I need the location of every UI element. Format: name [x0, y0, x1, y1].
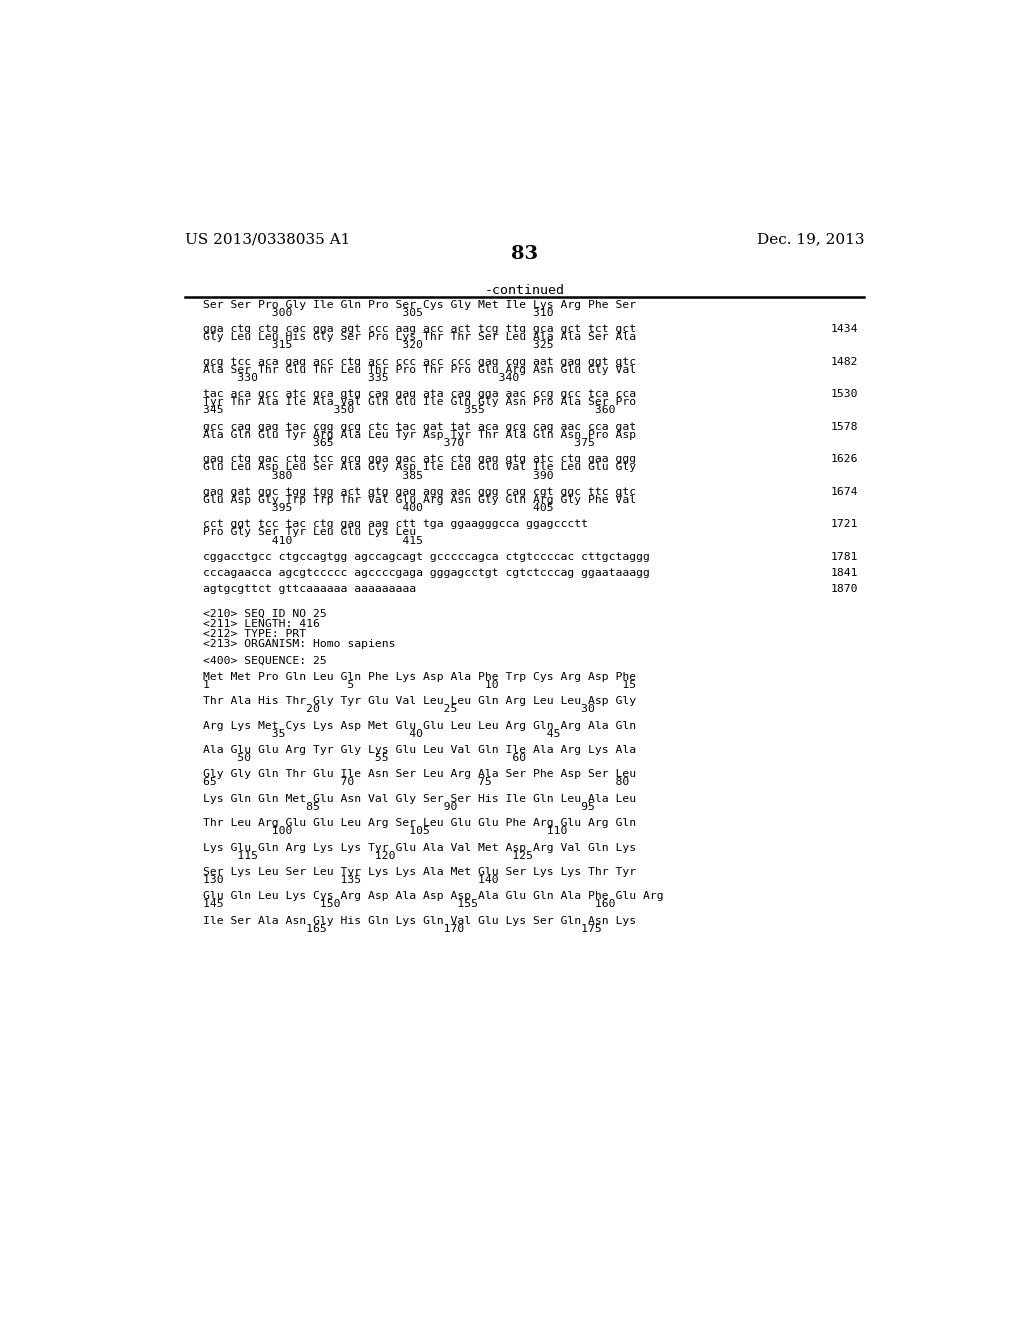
Text: 365                370                375: 365 370 375: [204, 438, 595, 447]
Text: 1434: 1434: [830, 325, 858, 334]
Text: Glu Leu Asp Leu Ser Ala Gly Asp Ile Leu Glu Val Ile Leu Glu Gly: Glu Leu Asp Leu Ser Ala Gly Asp Ile Leu …: [204, 462, 637, 473]
Text: <213> ORGANISM: Homo sapiens: <213> ORGANISM: Homo sapiens: [204, 639, 396, 649]
Text: 115                 120                 125: 115 120 125: [204, 850, 534, 861]
Text: Lys Gln Gln Met Glu Asn Val Gly Ser Ser His Ile Gln Leu Ala Leu: Lys Gln Gln Met Glu Asn Val Gly Ser Ser …: [204, 793, 637, 804]
Text: 20                  25                  30: 20 25 30: [204, 705, 595, 714]
Text: 1                    5                   10                  15: 1 5 10 15: [204, 680, 637, 690]
Text: cggacctgcc ctgccagtgg agccagcagt gcccccagca ctgtccccac cttgctaggg: cggacctgcc ctgccagtgg agccagcagt gccccca…: [204, 552, 650, 562]
Text: 1841: 1841: [830, 568, 858, 578]
Text: Dec. 19, 2013: Dec. 19, 2013: [757, 232, 864, 247]
Text: 1721: 1721: [830, 519, 858, 529]
Text: -continued: -continued: [484, 284, 565, 297]
Text: Ala Gln Glu Tyr Arg Ala Leu Tyr Asp Tyr Thr Ala Gln Asn Pro Asp: Ala Gln Glu Tyr Arg Ala Leu Tyr Asp Tyr …: [204, 430, 637, 440]
Text: 130                 135                 140: 130 135 140: [204, 875, 499, 884]
Text: gcg tcc aca gag acc ctg acc ccc acc ccc gag cgg aat gag ggt gtc: gcg tcc aca gag acc ctg acc ccc acc ccc …: [204, 356, 637, 367]
Text: Ser Ser Pro Gly Ile Gln Pro Ser Cys Gly Met Ile Lys Arg Phe Ser: Ser Ser Pro Gly Ile Gln Pro Ser Cys Gly …: [204, 300, 637, 310]
Text: gga ctg ctg cac gga agt ccc aag acc act tcg ttg gca gct tct gct: gga ctg ctg cac gga agt ccc aag acc act …: [204, 325, 637, 334]
Text: 380                385                390: 380 385 390: [204, 470, 554, 480]
Text: gcc cag gag tac cgg gcg ctc tac gat tat aca gcg cag aac cca gat: gcc cag gag tac cgg gcg ctc tac gat tat …: [204, 421, 637, 432]
Text: 1578: 1578: [830, 421, 858, 432]
Text: Ala Ser Thr Glu Thr Leu Thr Pro Thr Pro Glu Arg Asn Glu Gly Val: Ala Ser Thr Glu Thr Leu Thr Pro Thr Pro …: [204, 364, 637, 375]
Text: 395                400                405: 395 400 405: [204, 503, 554, 513]
Text: Ser Lys Leu Ser Leu Tyr Lys Lys Ala Met Glu Ser Lys Lys Thr Tyr: Ser Lys Leu Ser Leu Tyr Lys Lys Ala Met …: [204, 867, 637, 876]
Text: Met Met Pro Gln Leu Gln Phe Lys Asp Ala Phe Trp Cys Arg Asp Phe: Met Met Pro Gln Leu Gln Phe Lys Asp Ala …: [204, 672, 637, 681]
Text: Gly Leu Leu His Gly Ser Pro Lys Thr Thr Ser Leu Ala Ala Ser Ala: Gly Leu Leu His Gly Ser Pro Lys Thr Thr …: [204, 333, 637, 342]
Text: 1482: 1482: [830, 356, 858, 367]
Text: Tyr Thr Ala Ile Ala Val Gln Glu Ile Gln Gly Asn Pro Ala Ser Pro: Tyr Thr Ala Ile Ala Val Gln Glu Ile Gln …: [204, 397, 637, 408]
Text: Pro Gly Ser Tyr Leu Glu Lys Leu: Pro Gly Ser Tyr Leu Glu Lys Leu: [204, 528, 417, 537]
Text: US 2013/0338035 A1: US 2013/0338035 A1: [185, 232, 350, 247]
Text: 35                  40                  45: 35 40 45: [204, 729, 561, 739]
Text: Ala Glu Glu Arg Tyr Gly Lys Glu Leu Val Gln Ile Ala Arg Lys Ala: Ala Glu Glu Arg Tyr Gly Lys Glu Leu Val …: [204, 744, 637, 755]
Text: Thr Leu Arg Glu Glu Leu Arg Ser Leu Glu Glu Phe Arg Glu Arg Gln: Thr Leu Arg Glu Glu Leu Arg Ser Leu Glu …: [204, 818, 637, 828]
Text: 330                335                340: 330 335 340: [204, 374, 519, 383]
Text: tac aca gcc atc gca gtg cag gag ata cag gga aac ccg gcc tca cca: tac aca gcc atc gca gtg cag gag ata cag …: [204, 389, 637, 399]
Text: <210> SEQ ID NO 25: <210> SEQ ID NO 25: [204, 609, 327, 619]
Text: 1530: 1530: [830, 389, 858, 399]
Text: Glu Gln Leu Lys Cys Arg Asp Ala Asp Asp Ala Glu Gln Ala Phe Glu Arg: Glu Gln Leu Lys Cys Arg Asp Ala Asp Asp …: [204, 891, 664, 902]
Text: 100                 105                 110: 100 105 110: [204, 826, 567, 837]
Text: 300                305                310: 300 305 310: [204, 308, 554, 318]
Text: 165                 170                 175: 165 170 175: [204, 924, 602, 933]
Text: cccagaacca agcgtccccc agccccgaga gggagcctgt cgtctcccag ggaataaagg: cccagaacca agcgtccccc agccccgaga gggagcc…: [204, 568, 650, 578]
Text: 1781: 1781: [830, 552, 858, 562]
Text: 410                415: 410 415: [204, 536, 423, 545]
Text: Arg Lys Met Cys Lys Asp Met Glu Glu Leu Leu Arg Gln Arg Ala Gln: Arg Lys Met Cys Lys Asp Met Glu Glu Leu …: [204, 721, 637, 730]
Text: 345                350                355                360: 345 350 355 360: [204, 405, 615, 416]
Text: Glu Asp Gly Trp Trp Thr Val Glu Arg Asn Gly Gln Arg Gly Phe Val: Glu Asp Gly Trp Trp Thr Val Glu Arg Asn …: [204, 495, 637, 506]
Text: <212> TYPE: PRT: <212> TYPE: PRT: [204, 630, 306, 639]
Text: Lys Glu Gln Arg Lys Lys Tyr Glu Ala Val Met Asp Arg Val Gln Lys: Lys Glu Gln Arg Lys Lys Tyr Glu Ala Val …: [204, 842, 637, 853]
Text: 83: 83: [511, 246, 539, 263]
Text: gag ctg gac ctg tcc gcg gga gac atc ctg gag gtg atc ctg gaa ggg: gag ctg gac ctg tcc gcg gga gac atc ctg …: [204, 454, 637, 465]
Text: 50                  55                  60: 50 55 60: [204, 754, 526, 763]
Text: gag gat ggc tgg tgg act gtg gag agg aac ggg cag cgt ggc ttc gtc: gag gat ggc tgg tgg act gtg gag agg aac …: [204, 487, 637, 496]
Text: 1870: 1870: [830, 585, 858, 594]
Text: Ile Ser Ala Asn Gly His Gln Lys Gln Val Glu Lys Ser Gln Asn Lys: Ile Ser Ala Asn Gly His Gln Lys Gln Val …: [204, 916, 637, 925]
Text: cct ggt tcc tac ctg gag aag ctt tga ggaagggcca ggagccctt: cct ggt tcc tac ctg gag aag ctt tga ggaa…: [204, 519, 589, 529]
Text: agtgcgttct gttcaaaaaa aaaaaaaaa: agtgcgttct gttcaaaaaa aaaaaaaaa: [204, 585, 417, 594]
Text: 85                  90                  95: 85 90 95: [204, 801, 595, 812]
Text: 65                  70                  75                  80: 65 70 75 80: [204, 777, 630, 788]
Text: Thr Ala His Thr Gly Tyr Glu Val Leu Leu Gln Arg Leu Leu Asp Gly: Thr Ala His Thr Gly Tyr Glu Val Leu Leu …: [204, 696, 637, 706]
Text: 1674: 1674: [830, 487, 858, 496]
Text: Gly Gly Gln Thr Glu Ile Asn Ser Leu Arg Ala Ser Phe Asp Ser Leu: Gly Gly Gln Thr Glu Ile Asn Ser Leu Arg …: [204, 770, 637, 779]
Text: 1626: 1626: [830, 454, 858, 465]
Text: 145              150                 155                 160: 145 150 155 160: [204, 899, 615, 909]
Text: 315                320                325: 315 320 325: [204, 341, 554, 350]
Text: <400> SEQUENCE: 25: <400> SEQUENCE: 25: [204, 656, 327, 665]
Text: <211> LENGTH: 416: <211> LENGTH: 416: [204, 619, 321, 628]
